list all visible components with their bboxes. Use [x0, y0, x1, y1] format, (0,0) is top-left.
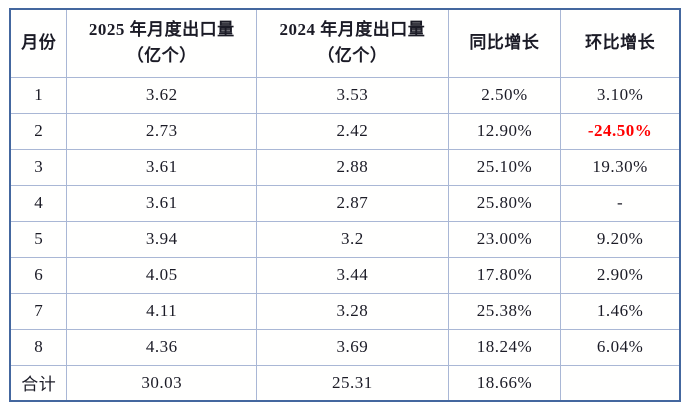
- row-label: 2: [9, 112, 68, 150]
- table-cell: 3.28: [256, 292, 449, 330]
- row-label: 7: [9, 292, 68, 330]
- header-cell: 同比增长: [447, 8, 562, 78]
- table-cell: 6.04%: [560, 328, 681, 366]
- table-row: 2 2.73 2.42 12.90% -24.50%: [9, 112, 681, 150]
- table-cell: 4.11: [66, 292, 258, 330]
- table-cell: 3.69: [256, 328, 449, 366]
- table-cell: 4.05: [66, 256, 258, 294]
- table-cell: -24.50%: [560, 112, 681, 150]
- table-cell: 25.38%: [447, 292, 562, 330]
- table-cell: 17.80%: [447, 256, 562, 294]
- table-cell: 3.44: [256, 256, 449, 294]
- table-cell: 12.90%: [447, 112, 562, 150]
- table-cell: 3.2: [256, 220, 449, 258]
- header-cell: 2025 年月度出口量 （亿个）: [66, 8, 258, 78]
- table-cell: 2.90%: [560, 256, 681, 294]
- header-cell: 环比增长: [560, 8, 681, 78]
- table-cell: 25.80%: [447, 184, 562, 222]
- header-row: 月份 2025 年月度出口量 （亿个） 2024 年月度出口量 （亿个） 同比增长 环比…: [9, 8, 681, 78]
- table-cell: 2.87: [256, 184, 449, 222]
- table-cell: 2.50%: [447, 76, 562, 114]
- header-cell: 月份: [9, 8, 68, 78]
- table-cell: 25.10%: [447, 148, 562, 186]
- row-label: 4: [9, 184, 68, 222]
- table-cell: 18.66%: [447, 364, 562, 402]
- export-table: 月份 2025 年月度出口量 （亿个） 2024 年月度出口量 （亿个） 同比增长 环比…: [9, 8, 681, 402]
- table-cell: 3.53: [256, 76, 449, 114]
- table-cell: 3.94: [66, 220, 258, 258]
- table-row: 6 4.05 3.44 17.80% 2.90%: [9, 256, 681, 294]
- table-row: 7 4.11 3.28 25.38% 1.46%: [9, 292, 681, 330]
- row-label: 1: [9, 76, 68, 114]
- table-cell: 2.42: [256, 112, 449, 150]
- table-cell: 3.10%: [560, 76, 681, 114]
- table-cell: 19.30%: [560, 148, 681, 186]
- table-cell: -: [560, 184, 681, 222]
- row-label: 合计: [9, 364, 68, 402]
- table-cell: 3.61: [66, 148, 258, 186]
- table-cell: 23.00%: [447, 220, 562, 258]
- row-label: 6: [9, 256, 68, 294]
- header-cell: 2024 年月度出口量 （亿个）: [256, 8, 449, 78]
- table-row: 8 4.36 3.69 18.24% 6.04%: [9, 328, 681, 366]
- table-row: 3 3.61 2.88 25.10% 19.30%: [9, 148, 681, 186]
- row-label: 3: [9, 148, 68, 186]
- table-cell: 4.36: [66, 328, 258, 366]
- table-cell: 2.88: [256, 148, 449, 186]
- table-cell: 3.62: [66, 76, 258, 114]
- table-cell: 9.20%: [560, 220, 681, 258]
- table-row: 5 3.94 3.2 23.00% 9.20%: [9, 220, 681, 258]
- table-row: 4 3.61 2.87 25.80% -: [9, 184, 681, 222]
- table-cell: 2.73: [66, 112, 258, 150]
- table-cell: 30.03: [66, 364, 258, 402]
- table-cell: 25.31: [256, 364, 449, 402]
- row-label: 8: [9, 328, 68, 366]
- row-label: 5: [9, 220, 68, 258]
- table-cell: 1.46%: [560, 292, 681, 330]
- table-cell: 3.61: [66, 184, 258, 222]
- table-cell: [560, 364, 681, 402]
- table-row: 1 3.62 3.53 2.50% 3.10%: [9, 76, 681, 114]
- table-body: 1 3.62 3.53 2.50% 3.10% 2 2.73 2.42 12.90% -24.50…: [9, 76, 681, 402]
- table-row: 合计 30.03 25.31 18.66%: [9, 364, 681, 402]
- table-cell: 18.24%: [447, 328, 562, 366]
